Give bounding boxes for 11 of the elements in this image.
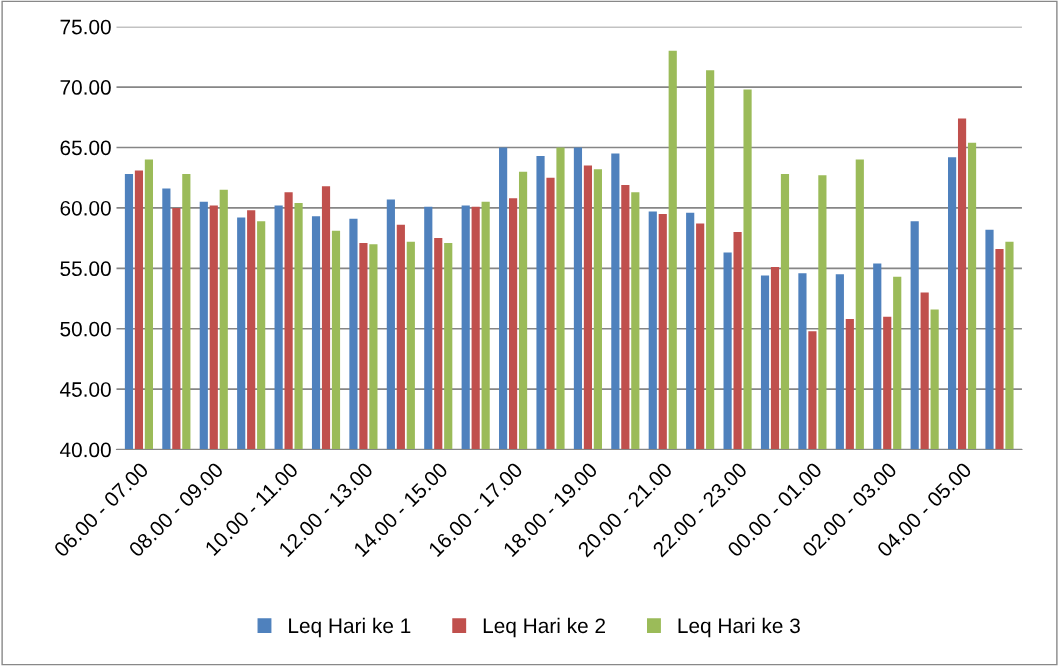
legend-label: Leq Hari ke 1 [289, 617, 411, 638]
legend-label: Leq Hari ke 2 [483, 617, 605, 638]
y-tick-label: 70.00 [60, 80, 111, 95]
y-tick-label: 65.00 [60, 140, 111, 156]
y-tick-label: 55.00 [60, 261, 111, 277]
y-tick-label: 75.00 [60, 19, 111, 35]
y-tick-label: 45.00 [59, 382, 111, 397]
y-tick-label: 60.00 [60, 200, 111, 216]
legend-label: Leq Hari ke 3 [678, 617, 800, 638]
y-tick-label: 50.00 [60, 321, 111, 337]
y-tick-label: 40.00 [59, 442, 111, 458]
